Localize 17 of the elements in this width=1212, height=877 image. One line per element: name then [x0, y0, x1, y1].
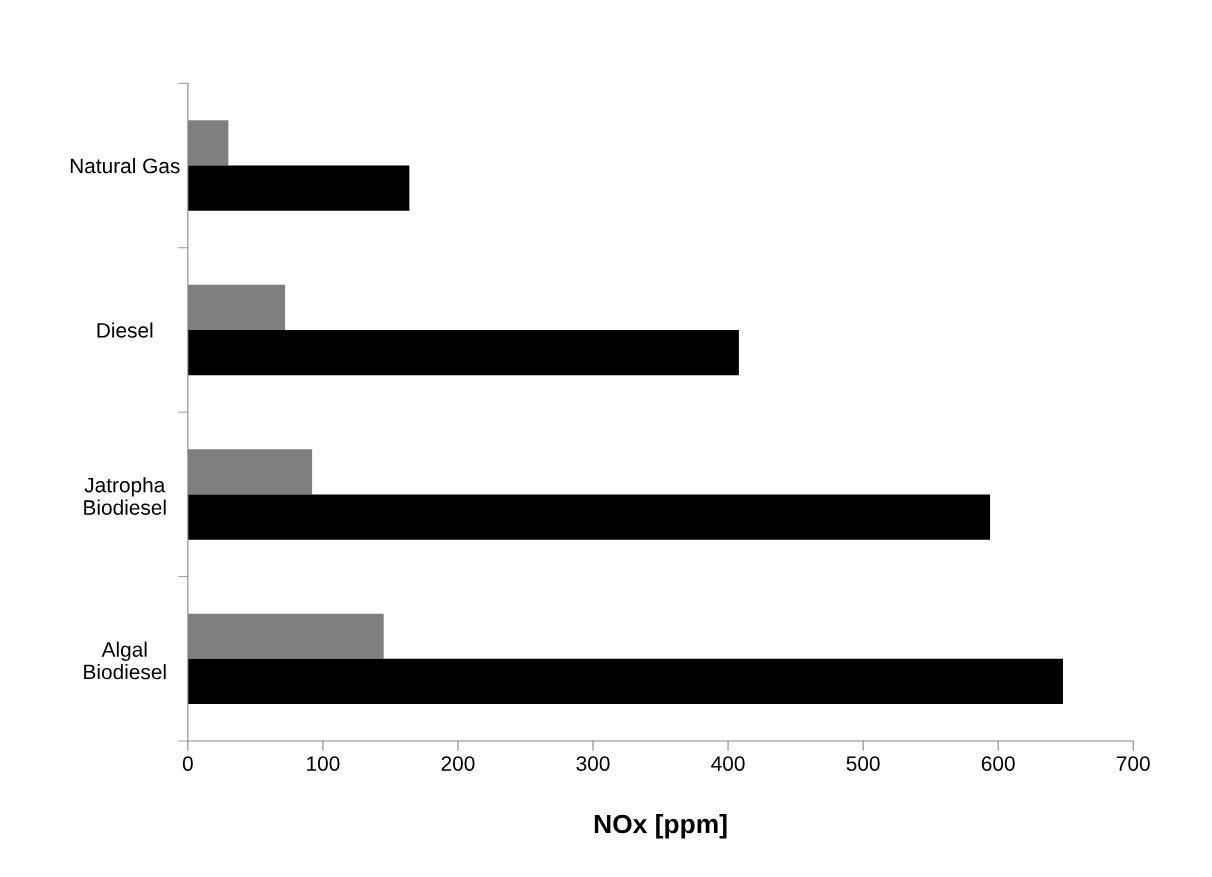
bar	[187, 165, 410, 211]
y-tick-label: Natural Gas	[70, 157, 180, 174]
y-tick-label: Diesel	[97, 322, 153, 338]
x-tick-label: 700	[1116, 756, 1150, 771]
x-tick-label: 400	[711, 756, 745, 771]
y-tick-label: Jatropha Biodiesel	[84, 477, 166, 515]
bar	[187, 329, 739, 376]
x-tick-label: 300	[576, 756, 610, 771]
bar	[187, 658, 1063, 705]
x-tick-label: 600	[981, 756, 1015, 771]
x-axis-title: NOx [ppm]	[594, 813, 727, 839]
x-tick-label: 500	[846, 756, 880, 771]
x-tick-label: 0	[182, 756, 193, 771]
x-tick-label: 200	[441, 756, 475, 771]
bar	[187, 494, 991, 540]
y-tick-label: Algal Biodiesel	[84, 641, 166, 680]
x-tick-label: 100	[307, 756, 340, 771]
